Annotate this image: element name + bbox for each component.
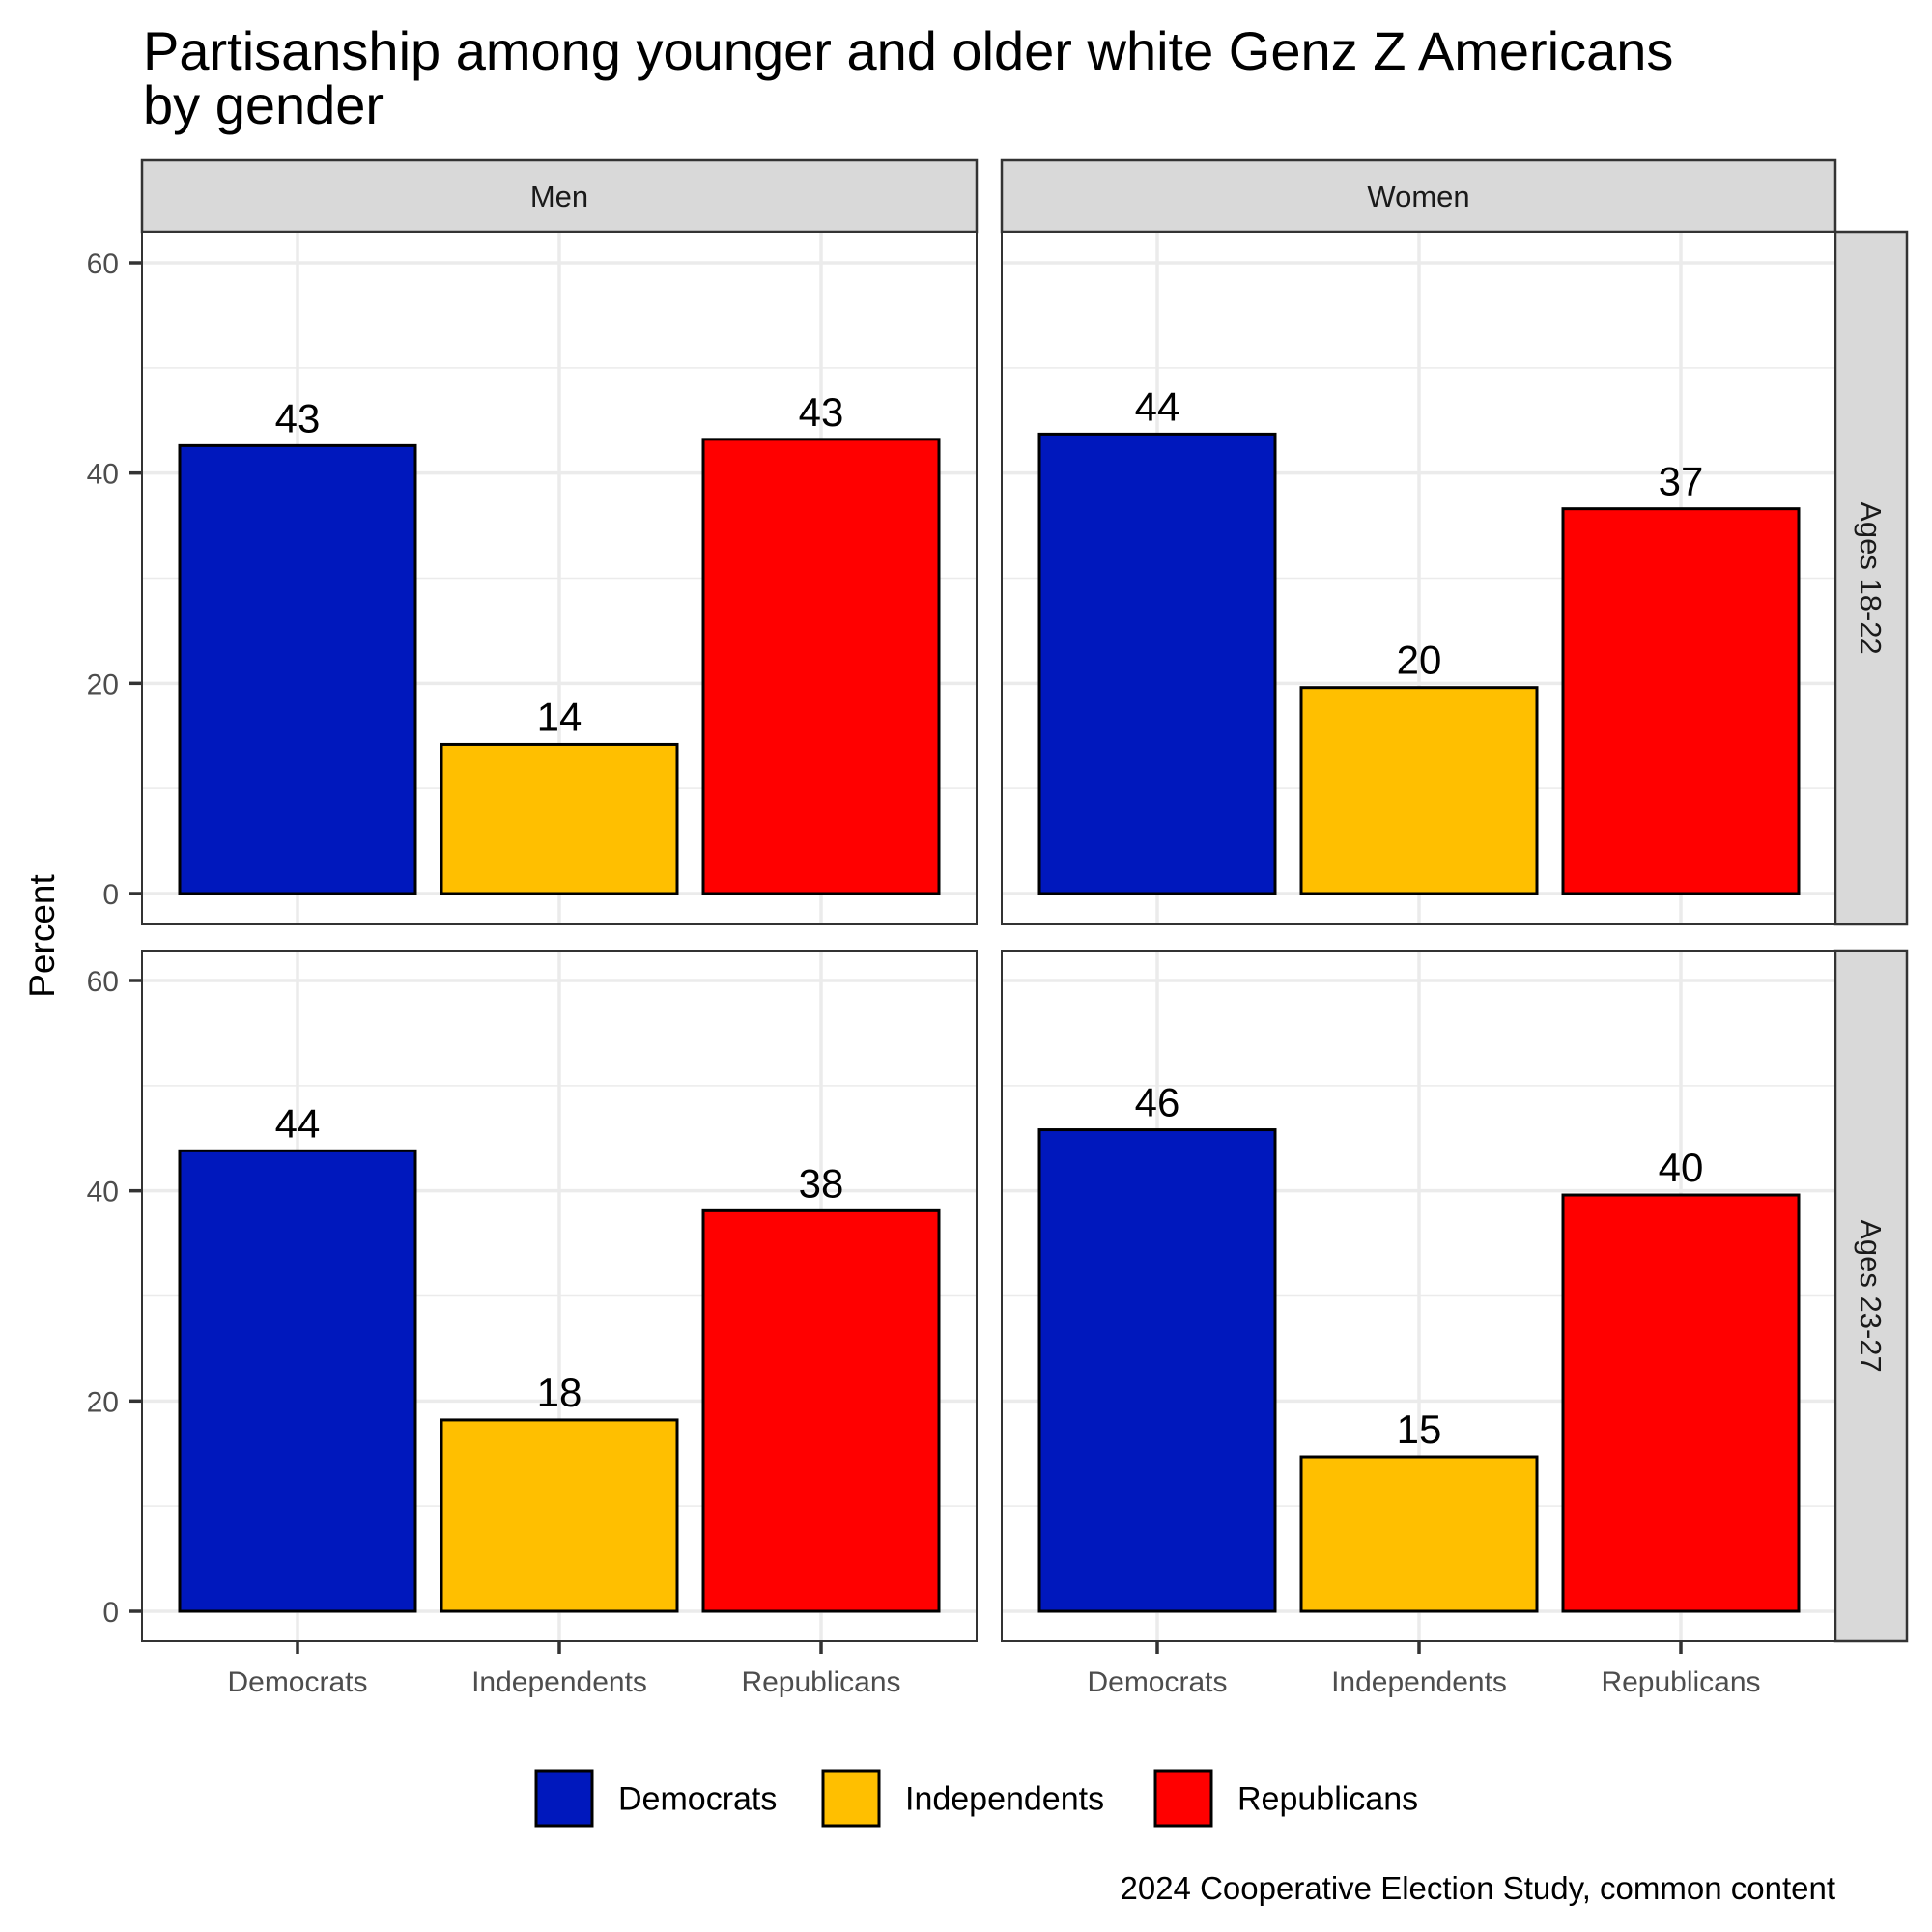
strip-label: Ages 23-27	[1854, 1219, 1888, 1373]
bar-republicans	[701, 1208, 941, 1613]
y-tick-label: 0	[102, 1597, 119, 1629]
bar-democrats	[178, 443, 417, 895]
bar-democrats	[1037, 432, 1277, 895]
panel-men-ages-23-27: 44 18 38 0 20 40 60 Democrats Independents Republ…	[87, 950, 978, 1698]
legend-item-independents: Independents	[821, 1769, 1104, 1828]
bar-data-label: 44	[1135, 384, 1180, 429]
y-tick-label: 0	[102, 879, 119, 911]
bar-independents	[440, 742, 679, 895]
y-tick-label: 40	[87, 459, 119, 491]
legend-item-republicans: Republicans	[1153, 1769, 1418, 1828]
strip-background	[1833, 949, 1909, 1643]
bar-data-label: 38	[799, 1160, 844, 1206]
bar-democrats	[178, 1149, 417, 1613]
bar-republicans	[1561, 507, 1801, 895]
legend-key-democrats	[534, 1769, 594, 1828]
bar-data-label: 40	[1659, 1145, 1704, 1190]
strip-background	[1833, 230, 1909, 926]
bar-independents	[1299, 686, 1539, 895]
facet-strip-women: Women	[1000, 158, 1837, 234]
legend-label: Democrats	[618, 1781, 777, 1818]
bar-data-label: 44	[275, 1100, 321, 1146]
strip-label: Men	[530, 180, 588, 213]
strip-background	[1000, 158, 1837, 234]
x-tick-label: Democrats	[227, 1666, 367, 1698]
x-tick-label: Independents	[1331, 1666, 1507, 1698]
legend-key-independents	[821, 1769, 881, 1828]
bar-independents	[440, 1418, 679, 1613]
legend: Democrats Independents Republicans	[534, 1769, 1418, 1828]
y-tick-label: 20	[87, 1386, 119, 1418]
bar-democrats	[1037, 1128, 1277, 1613]
facet-strip-ages-23-27: Ages 23-27	[1833, 949, 1909, 1643]
caption: 2024 Cooperative Election Study, common …	[1121, 1870, 1836, 1906]
x-tick-label: Republicans	[1601, 1666, 1760, 1698]
strip-label: Women	[1367, 180, 1469, 213]
facet-panels: Men Women Ages 18-22 Ages 23-27 43 14 43 0 20 40 6…	[87, 158, 1909, 1698]
bar-republicans	[701, 438, 941, 895]
y-tick-label: 20	[87, 668, 119, 700]
y-tick-label: 60	[87, 966, 119, 998]
x-tick-label: Independents	[471, 1666, 647, 1698]
panel-women-ages-23-27: 46 15 40 Democrats Independents Republicans	[1001, 950, 1836, 1698]
panel-men-ages-18-22: 43 14 43 0 20 40 60	[87, 231, 978, 925]
facet-strip-ages-18-22: Ages 18-22	[1833, 230, 1909, 926]
strip-label: Ages 18-22	[1854, 501, 1888, 655]
bar-data-label: 46	[1135, 1080, 1180, 1125]
chart-title-line-2: by gender	[143, 74, 384, 135]
bar-data-label: 15	[1397, 1406, 1442, 1452]
bar-data-label: 43	[799, 389, 844, 435]
panel-border	[1001, 231, 1836, 925]
y-axis-title: Percent	[22, 874, 62, 998]
x-tick-label: Democrats	[1087, 1666, 1227, 1698]
facet-strip-men: Men	[140, 158, 979, 234]
bar-data-label: 18	[537, 1370, 582, 1415]
bar-data-label: 43	[275, 395, 321, 440]
bar-data-label: 20	[1397, 638, 1442, 683]
bar-republicans	[1561, 1193, 1801, 1613]
chart-title-line-1: Partisanship among younger and older whi…	[143, 20, 1673, 81]
bar-data-label: 14	[537, 694, 582, 739]
x-tick-label: Republicans	[741, 1666, 900, 1698]
y-tick-label: 60	[87, 248, 119, 280]
panel-border	[141, 231, 978, 925]
bar-independents	[1299, 1455, 1539, 1613]
panel-women-ages-18-22: 44 20 37	[1001, 231, 1836, 925]
legend-label: Republicans	[1237, 1781, 1418, 1818]
legend-label: Independents	[905, 1781, 1104, 1818]
legend-item-democrats: Democrats	[534, 1769, 777, 1828]
legend-key-republicans	[1153, 1769, 1213, 1828]
y-tick-label: 40	[87, 1177, 119, 1208]
bar-data-label: 37	[1659, 459, 1704, 504]
strip-background	[140, 158, 979, 234]
